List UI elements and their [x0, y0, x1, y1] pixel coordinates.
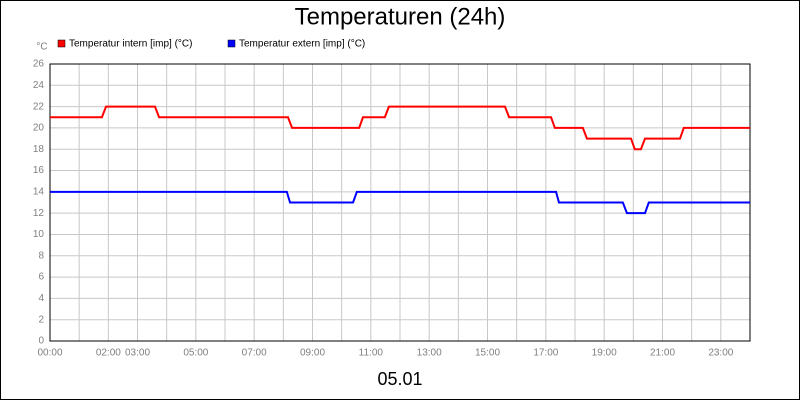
y-tick-label: 16: [33, 165, 45, 176]
legend-label: Temperatur extern [imp] (°C): [239, 39, 365, 50]
legend-swatch: [57, 39, 66, 48]
y-tick-label: 12: [33, 208, 45, 219]
y-tick-label: 18: [33, 144, 45, 155]
chart-title: Temperaturen (24h): [295, 3, 506, 30]
x-tick-label: 00:00: [37, 348, 62, 359]
y-tick-label: 14: [33, 186, 45, 197]
x-tick-label: 11:00: [359, 348, 384, 359]
y-tick-label: 20: [33, 123, 45, 134]
series-line: [50, 190, 750, 215]
x-tick-label: 07:00: [242, 348, 267, 359]
x-tick-label: 19:00: [592, 348, 617, 359]
y-tick-label: 8: [38, 250, 44, 261]
x-tick-label: 15:00: [475, 348, 500, 359]
legend-swatch: [227, 39, 236, 48]
x-tick-label: 03:00: [125, 348, 150, 359]
y-tick-label: 4: [38, 293, 44, 304]
y-tick-label: 26: [33, 59, 45, 70]
x-axis-label: 05.01: [377, 369, 422, 389]
x-tick-label: 23:00: [708, 348, 733, 359]
y-tick-label: 6: [38, 272, 44, 283]
y-unit: °C: [36, 42, 47, 53]
x-tick-label: 02:00: [96, 348, 121, 359]
x-tick-label: 09:00: [300, 348, 325, 359]
y-tick-label: 22: [33, 101, 45, 112]
legend-label: Temperatur intern [imp] (°C): [69, 39, 192, 50]
y-tick-label: 10: [33, 229, 45, 240]
y-tick-label: 24: [33, 80, 45, 91]
y-tick-label: 2: [38, 314, 44, 325]
x-tick-label: 05:00: [183, 348, 208, 359]
series-line: [50, 105, 750, 151]
x-tick-label: 13:00: [417, 348, 442, 359]
x-tick-label: 21:00: [650, 348, 675, 359]
x-tick-label: 17:00: [533, 348, 558, 359]
y-tick-label: 0: [38, 336, 44, 347]
